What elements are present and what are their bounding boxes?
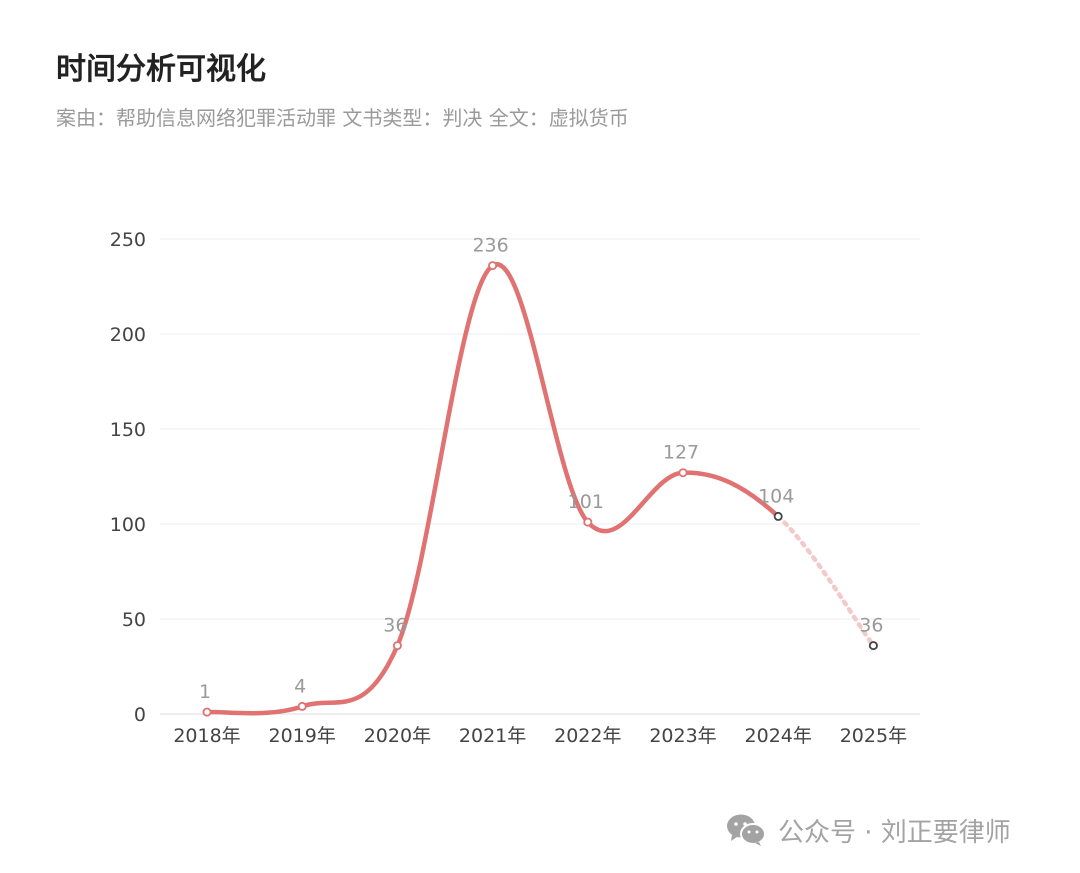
data-point [297,701,307,711]
chart-subtitle: 案由：帮助信息网络犯罪活动罪 文书类型：判决 全文：虚拟货币 [56,106,629,130]
data-label: 127 [663,442,699,464]
series-line [204,262,781,716]
y-tick-label: 150 [110,419,146,441]
data-point [678,468,688,478]
grid-lines [160,238,920,715]
data-label: 236 [472,235,508,257]
data-label: 104 [758,485,794,507]
data-point [488,261,498,271]
data-points [202,261,878,717]
data-label: 36 [859,615,883,637]
series-line-projected [775,514,876,648]
x-tick-label: 2019年 [269,725,336,747]
data-label: 36 [383,615,407,637]
y-tick-label: 200 [110,324,146,346]
x-tick-label: 2020年 [364,725,431,747]
data-point [583,517,593,527]
data-labels: 1 4 36 236 101 127 104 36 [199,235,884,703]
y-tick-label: 50 [122,609,146,631]
data-point [868,641,878,651]
x-tick-label: 2021年 [459,725,526,747]
data-label: 1 [199,681,211,703]
wechat-icon [727,814,766,846]
chart-title: 时间分析可视化 [56,52,266,87]
x-tick-label: 2025年 [840,725,907,747]
x-axis-ticks: 2018年 2019年 2020年 2021年 2022年 2023年 2024年 2025年 [173,725,907,747]
y-tick-label: 250 [110,229,146,251]
y-tick-label: 0 [134,704,146,726]
data-point [773,511,783,521]
data-point [392,641,402,651]
y-tick-label: 100 [110,514,146,536]
x-tick-label: 2022年 [554,725,621,747]
x-tick-label: 2024年 [745,725,812,747]
data-label: 4 [294,675,306,697]
x-tick-label: 2023年 [649,725,716,747]
x-tick-label: 2018年 [173,725,240,747]
y-axis-ticks: 0 50 100 150 200 250 [110,229,146,726]
watermark: 公众号 · 刘正要律师 [726,808,1011,852]
data-label: 101 [568,491,604,513]
data-point [202,707,212,717]
watermark-text: 公众号 · 刘正要律师 [778,817,1011,848]
